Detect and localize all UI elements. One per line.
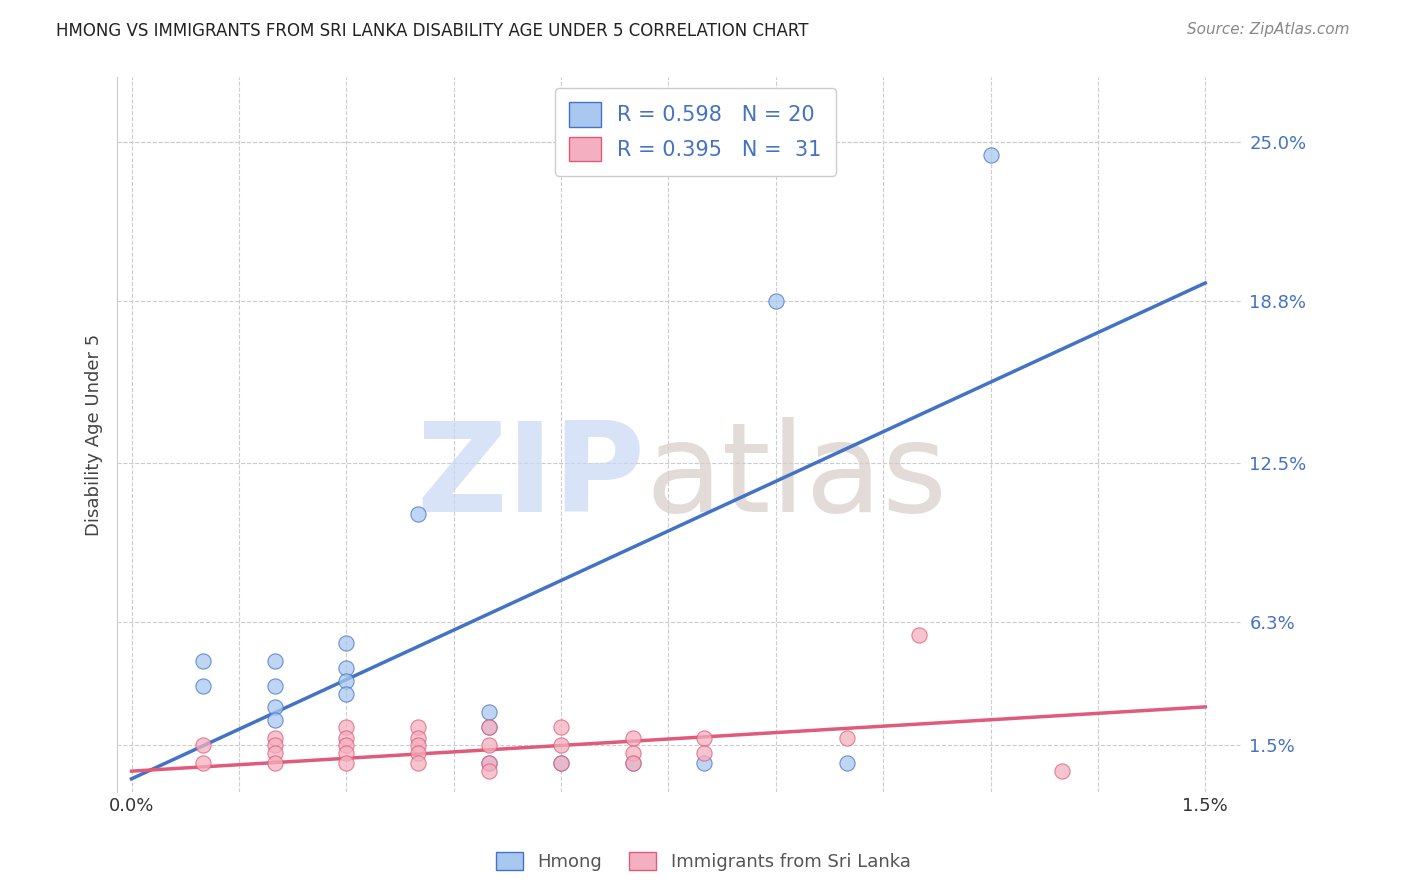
Point — [550, 756, 572, 771]
Point — [191, 756, 214, 771]
Text: Source: ZipAtlas.com: Source: ZipAtlas.com — [1187, 22, 1350, 37]
Point — [478, 721, 501, 735]
Point — [335, 721, 357, 735]
Point — [1050, 764, 1073, 779]
Point — [693, 731, 716, 745]
Point — [263, 654, 285, 668]
Point — [550, 756, 572, 771]
Point — [478, 756, 501, 771]
Legend: R = 0.598   N = 20, R = 0.395   N =  31: R = 0.598 N = 20, R = 0.395 N = 31 — [555, 87, 837, 176]
Point — [406, 756, 429, 771]
Point — [693, 746, 716, 760]
Point — [263, 746, 285, 760]
Point — [335, 674, 357, 689]
Point — [191, 654, 214, 668]
Point — [478, 739, 501, 753]
Point — [335, 746, 357, 760]
Point — [979, 147, 1001, 161]
Point — [263, 713, 285, 727]
Point — [837, 731, 859, 745]
Text: atlas: atlas — [645, 417, 948, 538]
Point — [191, 679, 214, 693]
Point — [550, 739, 572, 753]
Point — [621, 756, 644, 771]
Point — [335, 756, 357, 771]
Point — [478, 756, 501, 771]
Point — [335, 635, 357, 649]
Point — [550, 721, 572, 735]
Point — [406, 731, 429, 745]
Point — [621, 731, 644, 745]
Point — [478, 705, 501, 719]
Point — [406, 507, 429, 521]
Point — [406, 721, 429, 735]
Y-axis label: Disability Age Under 5: Disability Age Under 5 — [86, 334, 103, 536]
Point — [478, 721, 501, 735]
Point — [335, 687, 357, 701]
Text: ZIP: ZIP — [416, 417, 645, 538]
Point — [621, 746, 644, 760]
Point — [765, 293, 787, 308]
Point — [908, 628, 931, 642]
Point — [406, 739, 429, 753]
Point — [263, 739, 285, 753]
Text: HMONG VS IMMIGRANTS FROM SRI LANKA DISABILITY AGE UNDER 5 CORRELATION CHART: HMONG VS IMMIGRANTS FROM SRI LANKA DISAB… — [56, 22, 808, 40]
Point — [693, 756, 716, 771]
Legend: Hmong, Immigrants from Sri Lanka: Hmong, Immigrants from Sri Lanka — [488, 845, 918, 879]
Point — [335, 661, 357, 675]
Point — [263, 731, 285, 745]
Point — [837, 756, 859, 771]
Point — [263, 679, 285, 693]
Point — [191, 739, 214, 753]
Point — [406, 746, 429, 760]
Point — [263, 756, 285, 771]
Point — [478, 764, 501, 779]
Point — [335, 731, 357, 745]
Point — [335, 739, 357, 753]
Point — [263, 700, 285, 714]
Point — [621, 756, 644, 771]
